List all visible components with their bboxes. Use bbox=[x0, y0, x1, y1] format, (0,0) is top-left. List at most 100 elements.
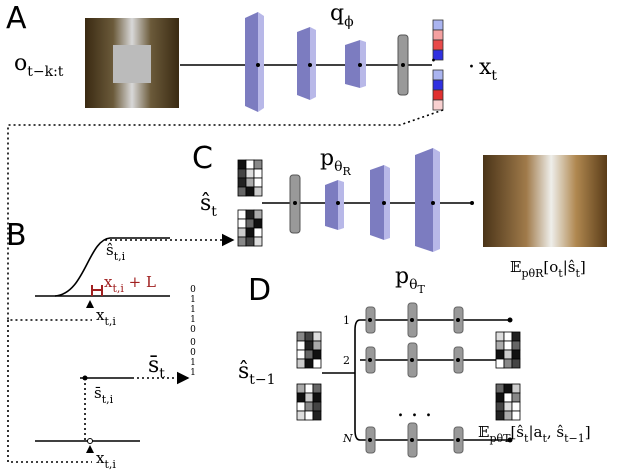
state-cell bbox=[312, 349, 322, 360]
state-cell bbox=[495, 392, 505, 403]
state-cell bbox=[312, 358, 322, 369]
input-label: ot−k:t bbox=[14, 51, 64, 80]
state-cell bbox=[304, 410, 314, 421]
state-cell bbox=[495, 383, 505, 394]
s-bar-label: s̄t bbox=[148, 353, 165, 382]
node bbox=[368, 438, 372, 442]
node bbox=[507, 317, 513, 323]
state-cell bbox=[237, 168, 247, 179]
bit: 0 bbox=[190, 285, 196, 295]
state-cell bbox=[296, 392, 306, 403]
bit: 1 bbox=[190, 315, 196, 325]
state-cell bbox=[253, 159, 263, 170]
state-cell bbox=[237, 177, 247, 188]
state-cell bbox=[495, 401, 505, 412]
state-cell bbox=[237, 236, 247, 247]
state-cell bbox=[237, 186, 247, 197]
state-cell bbox=[304, 401, 314, 412]
state-cell bbox=[304, 340, 314, 351]
state-label: ŝt−1 bbox=[238, 359, 276, 388]
state-cell bbox=[253, 209, 263, 220]
panel-label: A bbox=[6, 1, 27, 36]
bit: 1 bbox=[190, 305, 196, 315]
state-cell bbox=[253, 227, 263, 238]
state-cell bbox=[511, 383, 521, 394]
output-label: · xt bbox=[468, 55, 497, 84]
state-cell bbox=[312, 401, 322, 412]
state-cell bbox=[511, 331, 521, 342]
state-cell bbox=[296, 331, 306, 342]
state-cell bbox=[503, 410, 513, 421]
bit: 0 bbox=[190, 348, 196, 358]
row-label: N bbox=[342, 432, 353, 445]
state-cell bbox=[511, 410, 521, 421]
panel-c: C pθR ŝt 𝔼pθR[ot|ŝt] bbox=[192, 141, 607, 280]
state-cell bbox=[304, 392, 314, 403]
state-cell bbox=[503, 331, 513, 342]
panel-label: D bbox=[248, 273, 271, 308]
node bbox=[410, 438, 414, 442]
ellipsis: · bbox=[430, 49, 437, 74]
node bbox=[410, 318, 414, 322]
output-label: 𝔼pθT[ŝt|at, ŝt−1] bbox=[478, 423, 591, 445]
input-frame bbox=[113, 45, 151, 83]
ellipsis: . . . bbox=[397, 397, 432, 422]
output-label: 𝔼pθR[ot|ŝt] bbox=[510, 258, 586, 280]
bit: 0 bbox=[190, 325, 196, 335]
state-cell bbox=[312, 340, 322, 351]
state-cell bbox=[304, 331, 314, 342]
row-label: 2 bbox=[343, 354, 350, 367]
state-cell bbox=[237, 209, 247, 220]
state-cell bbox=[253, 218, 263, 229]
state-cell bbox=[495, 349, 505, 360]
state-cell bbox=[245, 227, 255, 238]
state-cell bbox=[296, 340, 306, 351]
node bbox=[368, 318, 372, 322]
state-cell bbox=[253, 236, 263, 247]
x-label: xt,i bbox=[96, 306, 116, 328]
state-cell bbox=[296, 358, 306, 369]
state-cell bbox=[245, 159, 255, 170]
state-cell bbox=[237, 159, 247, 170]
state-cell bbox=[304, 358, 314, 369]
state-cell bbox=[304, 349, 314, 360]
bit: 0 bbox=[190, 338, 196, 348]
state-cell bbox=[296, 383, 306, 394]
state-cell bbox=[503, 349, 513, 360]
upper-bound-label: xt,i + L bbox=[104, 273, 156, 295]
state-cell bbox=[253, 177, 263, 188]
bit: 1 bbox=[190, 358, 196, 368]
state-cell bbox=[245, 168, 255, 179]
model-label: pθT bbox=[395, 264, 426, 296]
panel-label: C bbox=[192, 141, 213, 176]
state-cell bbox=[296, 349, 306, 360]
state-cell bbox=[304, 383, 314, 394]
x-label: xt,i bbox=[96, 449, 116, 471]
state-cell bbox=[495, 331, 505, 342]
state-cell bbox=[245, 209, 255, 220]
state-cell bbox=[245, 177, 255, 188]
state-cell bbox=[253, 186, 263, 197]
state-cell bbox=[503, 392, 513, 403]
state-cell bbox=[245, 218, 255, 229]
state-cell bbox=[245, 186, 255, 197]
state-cell bbox=[503, 358, 513, 369]
state-cell bbox=[245, 236, 255, 247]
state-cell bbox=[237, 227, 247, 238]
node bbox=[410, 358, 414, 362]
state-cell bbox=[312, 331, 322, 342]
state-cell bbox=[495, 340, 505, 351]
output-frame bbox=[483, 155, 607, 247]
state-cell bbox=[253, 168, 263, 179]
state-cell bbox=[495, 358, 505, 369]
state-cell bbox=[296, 401, 306, 412]
state-cell bbox=[296, 410, 306, 421]
row-label: 1 bbox=[343, 314, 350, 327]
state-cell bbox=[237, 218, 247, 229]
panel-d: D pθT ŝt−1 1 2 N . . . 𝔼pθT[ŝt|at, ŝt−1] bbox=[238, 264, 591, 458]
bit: 1 bbox=[190, 368, 196, 378]
state-cell bbox=[503, 383, 513, 394]
state-cell bbox=[511, 340, 521, 351]
bit: 1 bbox=[190, 295, 196, 305]
